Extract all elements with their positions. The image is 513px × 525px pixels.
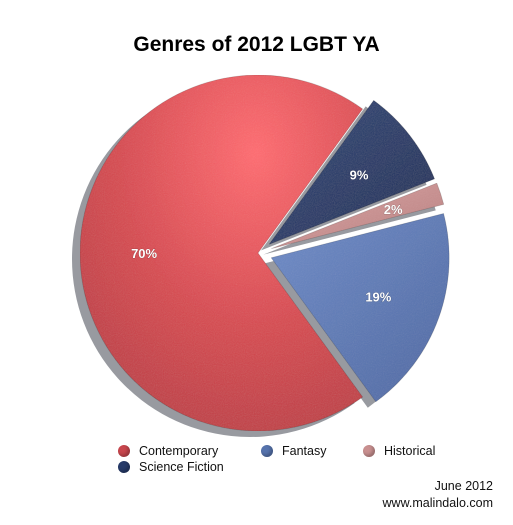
footer-date: June 2012 bbox=[434, 479, 493, 493]
pie-slices bbox=[79, 74, 450, 432]
chart-title: Genres of 2012 LGBT YA bbox=[133, 33, 380, 56]
legend-item-fantasy: Fantasy bbox=[261, 444, 326, 458]
legend-swatch-historical bbox=[363, 445, 375, 457]
slice-contemporary bbox=[79, 74, 364, 432]
legend-swatch-science-fiction bbox=[118, 461, 130, 473]
legend-item-contemporary: Contemporary bbox=[118, 444, 218, 458]
slice-fantasy bbox=[270, 212, 450, 403]
slice-science-fiction bbox=[267, 99, 436, 246]
slice-historical bbox=[271, 182, 445, 250]
slice-label-fantasy: 19% bbox=[365, 289, 391, 304]
slice-label-science-fiction: 9% bbox=[350, 168, 369, 183]
legend-label-contemporary: Contemporary bbox=[139, 444, 219, 458]
footer-url: www.malindalo.com bbox=[382, 496, 493, 510]
legend-swatch-contemporary bbox=[118, 445, 130, 457]
legend-swatch-fantasy bbox=[261, 445, 273, 457]
legend-item-historical: Historical bbox=[363, 444, 435, 458]
legend-label-fantasy: Fantasy bbox=[282, 444, 327, 458]
slice-label-contemporary: 70% bbox=[131, 246, 157, 261]
slice-labels: 70% 19% 2% 9% bbox=[131, 167, 404, 304]
slice-label-historical: 2% bbox=[384, 202, 403, 217]
legend-item-science-fiction: Science Fiction bbox=[118, 460, 224, 474]
legend-label-historical: Historical bbox=[384, 444, 436, 458]
legend-label-science-fiction: Science Fiction bbox=[139, 460, 224, 474]
